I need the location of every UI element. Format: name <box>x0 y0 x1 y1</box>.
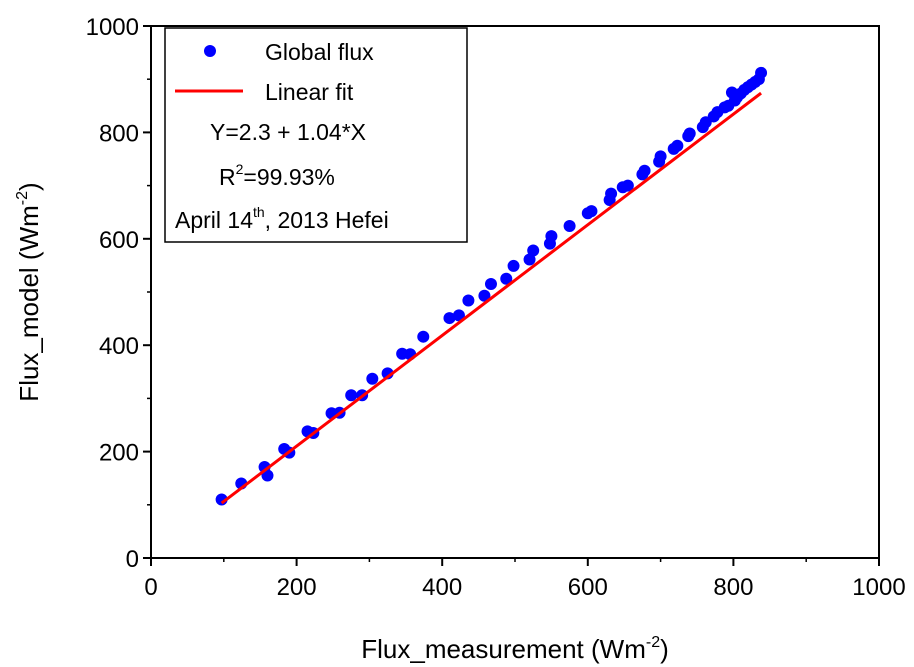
legend-marker-global-flux <box>204 45 216 57</box>
data-point <box>366 372 379 385</box>
data-point <box>261 469 274 482</box>
x-tick-label: 800 <box>713 574 753 601</box>
x-tick-label: 1000 <box>852 574 905 601</box>
fit-line <box>220 91 762 505</box>
y-tick-label: 400 <box>99 333 139 360</box>
data-point <box>527 244 540 257</box>
y-tick-label: 600 <box>99 227 139 254</box>
y-tick-label: 0 <box>126 546 139 573</box>
data-point <box>500 272 513 285</box>
data-point <box>443 312 456 325</box>
data-point <box>484 278 497 291</box>
data-point <box>452 309 465 322</box>
legend: Global flux Linear fit Y=2.3 + 1.04*X R2… <box>164 27 468 243</box>
data-point <box>605 187 618 200</box>
y-tick-label: 200 <box>99 440 139 467</box>
x-tick-label: 600 <box>568 574 608 601</box>
data-point <box>345 389 358 402</box>
x-tick-label: 0 <box>144 574 157 601</box>
r-squared: R2=99.93% <box>219 161 335 190</box>
data-point <box>585 205 598 218</box>
date-location: April 14th, 2013 Hefei <box>175 204 389 233</box>
data-point <box>638 164 651 177</box>
data-point <box>523 253 536 266</box>
data-point <box>507 259 520 272</box>
data-point <box>621 179 634 192</box>
x-axis: 0 200 400 600 800 1000 <box>144 558 906 601</box>
data-point <box>478 289 491 302</box>
x-tick-label: 200 <box>277 574 317 601</box>
data-point <box>671 139 684 152</box>
fit-equation: Y=2.3 + 1.04*X <box>210 119 366 145</box>
legend-label-linear-fit: Linear fit <box>265 79 354 105</box>
data-point <box>654 150 667 163</box>
legend-box <box>164 27 468 243</box>
data-point <box>683 127 696 140</box>
data-point <box>417 330 430 343</box>
data-point <box>545 230 558 243</box>
data-point <box>462 294 475 307</box>
data-point <box>563 220 576 233</box>
y-tick-label: 800 <box>99 120 139 147</box>
points-layer <box>215 66 768 506</box>
data-point <box>755 66 768 79</box>
x-axis-title: Flux_measurement (Wm-2) <box>361 634 669 664</box>
legend-label-global-flux: Global flux <box>265 39 374 65</box>
y-tick-label: 1000 <box>86 14 139 41</box>
x-tick-label: 400 <box>422 574 462 601</box>
y-axis: 0 200 400 600 800 1000 <box>86 14 151 573</box>
y-axis-title: Flux_model (Wm-2) <box>14 182 44 401</box>
fit-layer <box>220 91 762 505</box>
